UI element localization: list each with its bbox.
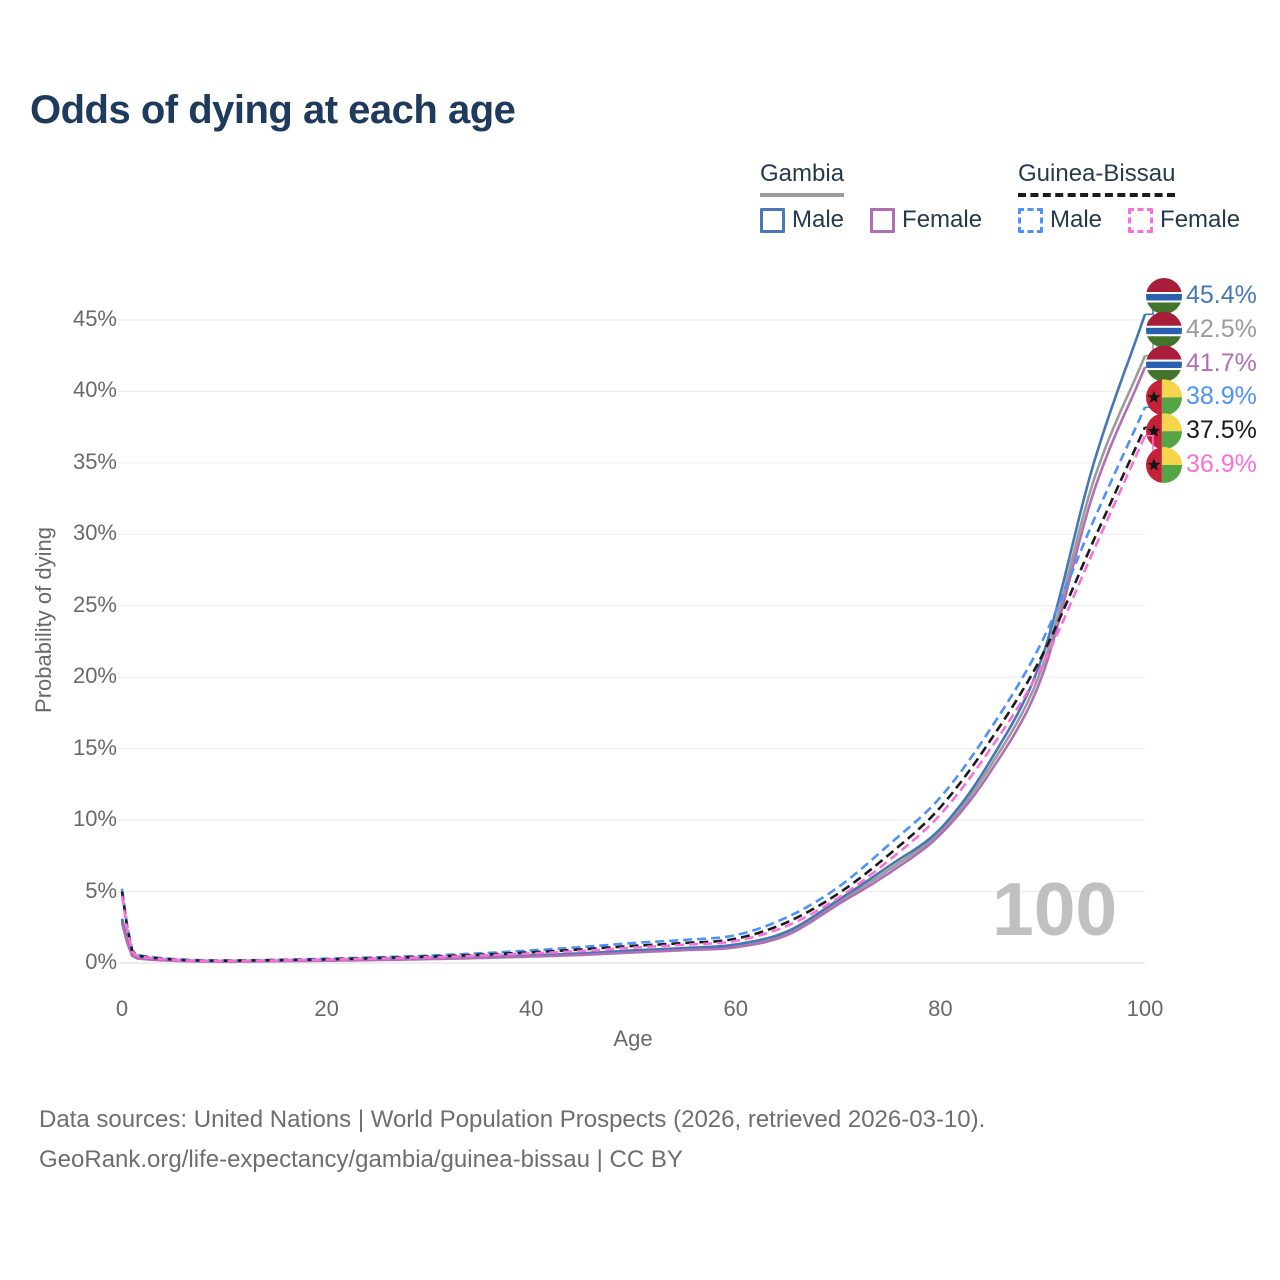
x-tick-100: 100: [1126, 996, 1164, 1021]
guinea_bissau-flag-icon: [1146, 447, 1182, 483]
x-tick-20: 20: [314, 996, 339, 1021]
y-tick-15: 15%: [72, 734, 117, 760]
legend-item-label: Male: [792, 206, 845, 233]
legend-header-guinea-bissau: Guinea-Bissau: [1018, 160, 1176, 197]
y-tick-5: 5%: [85, 877, 117, 903]
end-label-value-guinea-bissau-male: 38.9%: [1186, 382, 1257, 411]
legend-item-guinea-bissau-male[interactable]: Male: [1018, 206, 1102, 234]
legend-item-label: Female: [902, 206, 983, 233]
end-label-value-guinea-bissau-female: 36.9%: [1186, 450, 1257, 478]
legend-item-label: Male: [1050, 206, 1103, 233]
footer-attribution: GeoRank.org/life-expectancy/gambia/guine…: [39, 1146, 683, 1173]
legend-item-gambia-male[interactable]: Male: [760, 206, 844, 234]
legend-swatch-female: [1128, 207, 1154, 233]
end-label-value-guinea-bissau-both-sexes: 37.5%: [1186, 416, 1257, 445]
x-tick-60: 60: [723, 996, 749, 1021]
legend-items-guinea-bissau: Male Female: [1018, 206, 1240, 234]
y-tick-0: 0%: [85, 949, 117, 974]
gambia-flag-icon: [1146, 311, 1182, 348]
series-line-guinea-bissau-female[interactable]: [120, 435, 1147, 963]
series-line-guinea-bissau-male[interactable]: [120, 406, 1147, 962]
y-tick-30: 30%: [72, 520, 117, 546]
series-line-gambia-female[interactable]: [120, 366, 1147, 963]
footer-data-sources: Data sources: United Nations | World Pop…: [39, 1106, 986, 1133]
x-tick-80: 80: [928, 996, 953, 1021]
x-tick-0: 0: [115, 996, 129, 1021]
legend-item-gambia-female[interactable]: Female: [870, 206, 982, 234]
legend-swatch-male: [760, 207, 785, 233]
guinea_bissau-flag-icon: [1146, 413, 1182, 450]
end-label-value-gambia-male: 45.4%: [1186, 281, 1257, 309]
guinea_bissau-flag-icon: [1146, 379, 1182, 416]
y-tick-25: 25%: [72, 591, 117, 617]
watermark-max-age: 100: [992, 867, 1118, 951]
legend-items-gambia: Male Female: [760, 206, 982, 234]
legend-item-label: Female: [1160, 206, 1241, 233]
x-axis-title: Age: [613, 1026, 653, 1051]
end-label-value-gambia-female: 41.7%: [1186, 348, 1257, 377]
y-axis-title: Probability of dying: [31, 527, 56, 713]
series-line-guinea-bissau-both-sexes[interactable]: [120, 426, 1147, 962]
gambia-flag-icon: [1146, 345, 1182, 382]
y-tick-40: 40%: [72, 377, 117, 403]
y-tick-10: 10%: [72, 806, 117, 832]
y-tick-20: 20%: [72, 663, 117, 689]
legend-swatch-male: [1018, 207, 1043, 233]
gambia-flag-icon: [1146, 278, 1182, 314]
legend-group-gambia: Gambia Male Female: [760, 160, 982, 234]
series-line-gambia-male[interactable]: [120, 313, 1147, 963]
legend-swatch-female: [870, 207, 896, 233]
y-tick-45: 45%: [72, 305, 117, 331]
end-label-value-gambia-both-sexes: 42.5%: [1186, 314, 1257, 343]
x-tick-40: 40: [518, 996, 544, 1021]
y-tick-35: 35%: [72, 448, 117, 474]
legend-item-guinea-bissau-female[interactable]: Female: [1128, 206, 1240, 234]
legend-header-gambia: Gambia: [760, 160, 845, 197]
legend-group-guinea-bissau: Guinea-Bissau Male Female: [1018, 160, 1240, 234]
page-title: Odds of dying at each age: [30, 88, 516, 132]
